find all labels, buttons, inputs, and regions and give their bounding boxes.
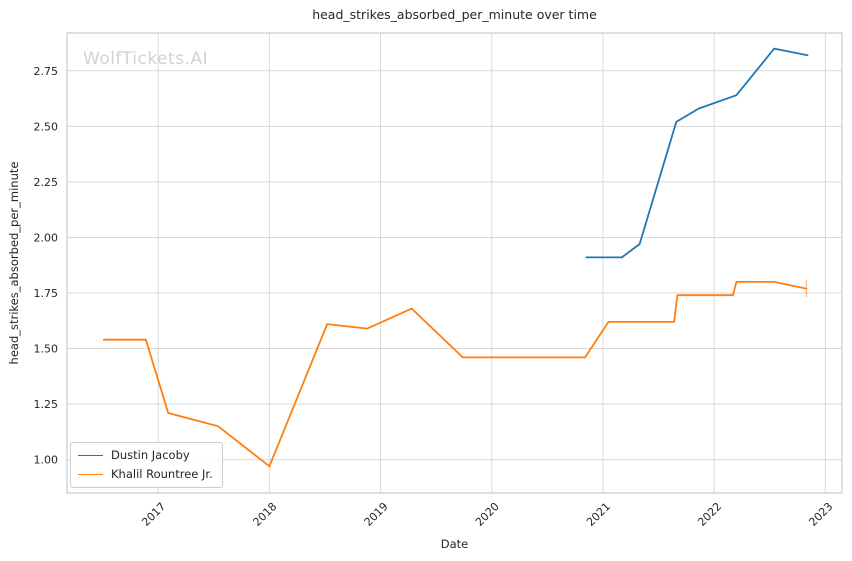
x-axis-label: Date: [440, 537, 469, 551]
x-tick-label: 2020: [473, 500, 502, 529]
y-tick-label: 2.25: [34, 176, 59, 189]
x-tick-label: 2022: [695, 500, 724, 529]
y-tick-label: 2.50: [34, 120, 59, 133]
chart-title: head_strikes_absorbed_per_minute over ti…: [312, 7, 597, 22]
x-tick-label: 2018: [250, 500, 279, 529]
x-tick-label: 2017: [139, 500, 168, 529]
y-tick-label: 1.25: [34, 398, 59, 411]
watermark: WolfTickets.AI: [83, 49, 209, 69]
y-tick-label: 1.50: [34, 343, 59, 356]
y-axis-label: head_strikes_absorbed_per_minute: [7, 161, 21, 365]
x-tick-label: 2023: [806, 500, 835, 529]
y-tick-label: 1.75: [34, 287, 59, 300]
plot-border: [66, 32, 843, 494]
x-tick-label: 2021: [584, 500, 613, 529]
legend-label: Khalil Rountree Jr.: [111, 467, 213, 481]
legend-swatch-line: [78, 473, 103, 475]
legend-item: Dustin Jacoby: [78, 448, 213, 462]
plot-background: [67, 33, 842, 493]
legend-swatch-line: [78, 454, 103, 456]
series-line-dustin-jacoby: [585, 47, 809, 259]
legend-label: Dustin Jacoby: [111, 448, 190, 462]
y-tick-label: 2.00: [34, 231, 59, 244]
legend: Dustin Jacoby Khalil Rountree Jr.: [70, 442, 223, 488]
series-line-khalil-rountree-jr-: [102, 280, 808, 468]
x-tick-label: 2019: [362, 500, 391, 529]
legend-item: Khalil Rountree Jr.: [78, 467, 213, 481]
y-tick-label: 2.75: [34, 65, 59, 78]
y-tick-label: 1.00: [34, 454, 59, 467]
